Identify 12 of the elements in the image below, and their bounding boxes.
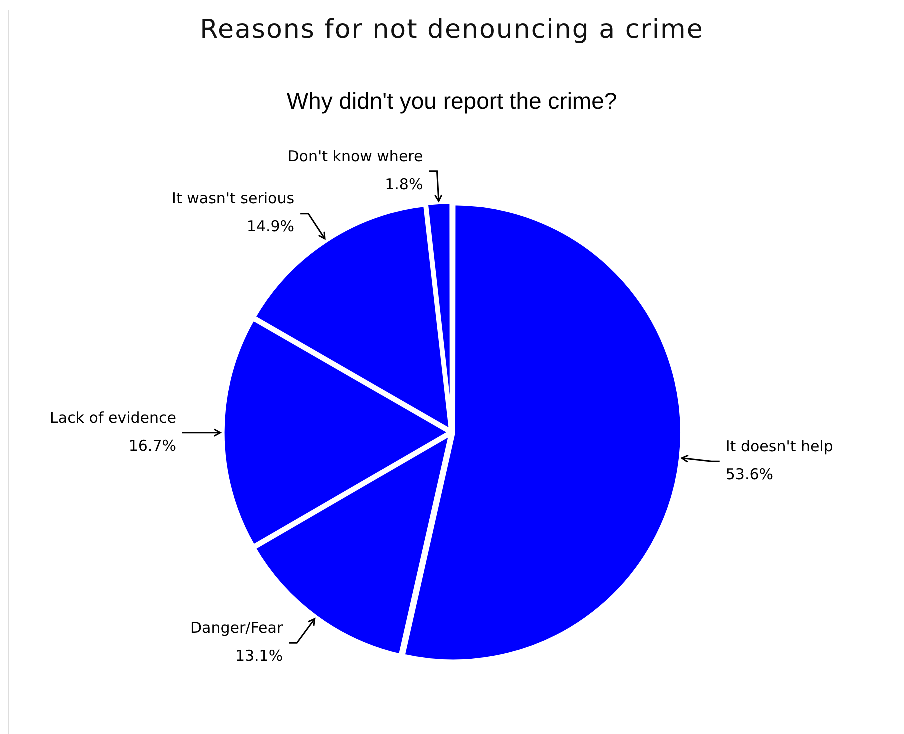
data-label: 14.9% [246, 218, 295, 236]
data-label: 13.1% [235, 647, 284, 666]
slice-label: Lack of evidence [50, 408, 176, 427]
data-label: 53.6% [726, 465, 774, 484]
slice-label: It doesn't help [726, 437, 834, 456]
slice-label: Don't know where [288, 147, 424, 166]
data-label: 1.8% [385, 175, 424, 194]
chart-title: Reasons for not denouncing a crime [199, 15, 705, 45]
slice-label: Danger/Fear [190, 619, 284, 638]
chart-subtitle: Why didn't you report the crime? [286, 88, 618, 115]
slice-label: It wasn't serious [172, 190, 295, 208]
data-label: 16.7% [128, 436, 176, 455]
